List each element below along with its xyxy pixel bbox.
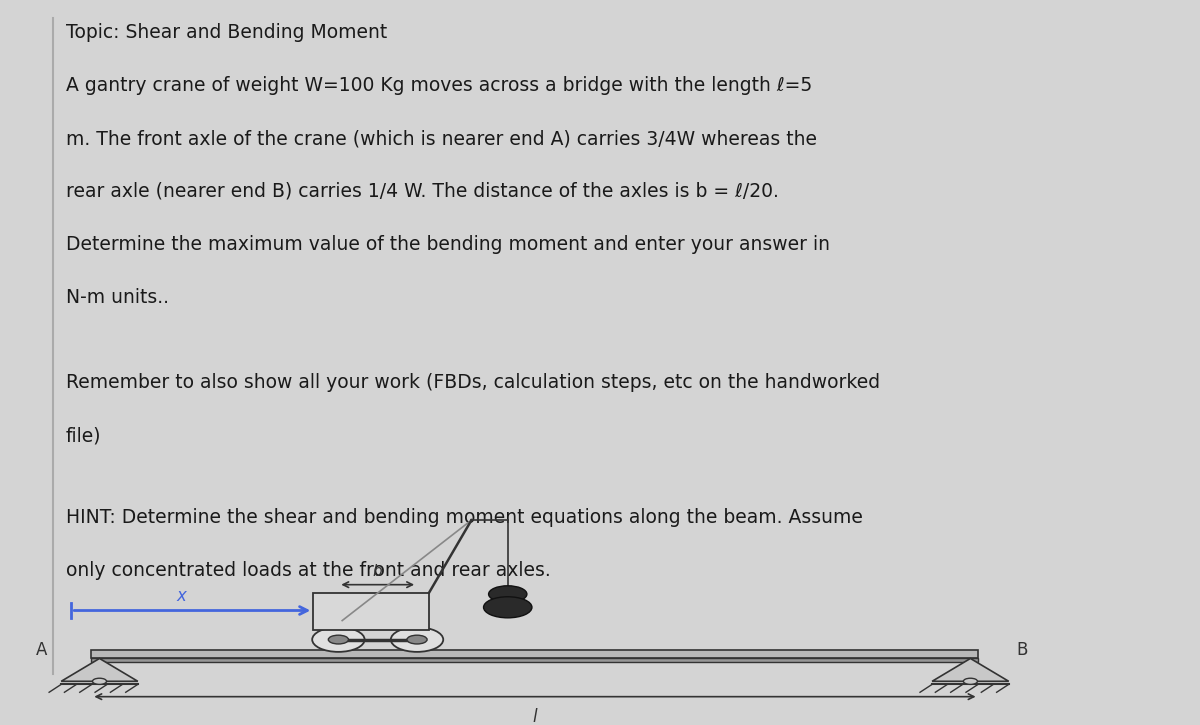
Text: l: l — [533, 708, 538, 725]
Text: b: b — [373, 563, 383, 579]
Circle shape — [329, 635, 348, 644]
Circle shape — [407, 635, 427, 644]
Bar — [313, 592, 430, 630]
Text: HINT: Determine the shear and bending moment equations along the beam. Assume: HINT: Determine the shear and bending mo… — [66, 508, 863, 527]
Text: x: x — [176, 587, 186, 605]
Text: rear axle (nearer end B) carries 1/4 W. The distance of the axles is b = ℓ/20.: rear axle (nearer end B) carries 1/4 W. … — [66, 182, 779, 201]
Text: Remember to also show all your work (FBDs, calculation steps, etc on the handwor: Remember to also show all your work (FBD… — [66, 373, 880, 392]
Circle shape — [488, 586, 527, 602]
Polygon shape — [61, 658, 138, 682]
Text: Topic: Shear and Bending Moment: Topic: Shear and Bending Moment — [66, 23, 388, 42]
Text: m. The front axle of the crane (which is nearer end A) carries 3/4W whereas the: m. The front axle of the crane (which is… — [66, 129, 817, 148]
Bar — [91, 658, 978, 661]
Text: A: A — [36, 641, 47, 659]
Text: A gantry crane of weight W=100 Kg moves across a bridge with the length ℓ=5: A gantry crane of weight W=100 Kg moves … — [66, 76, 812, 95]
Ellipse shape — [391, 627, 443, 652]
Circle shape — [484, 597, 532, 618]
Text: B: B — [1016, 641, 1028, 659]
Text: only concentrated loads at the front and rear axles.: only concentrated loads at the front and… — [66, 561, 551, 580]
Circle shape — [964, 678, 978, 684]
Polygon shape — [932, 658, 1009, 682]
Text: Determine the maximum value of the bending moment and enter your answer in: Determine the maximum value of the bendi… — [66, 235, 830, 254]
Ellipse shape — [312, 627, 365, 652]
Circle shape — [92, 678, 107, 684]
Text: file): file) — [66, 426, 102, 445]
Bar — [91, 650, 978, 658]
Text: N-m units..: N-m units.. — [66, 288, 169, 307]
